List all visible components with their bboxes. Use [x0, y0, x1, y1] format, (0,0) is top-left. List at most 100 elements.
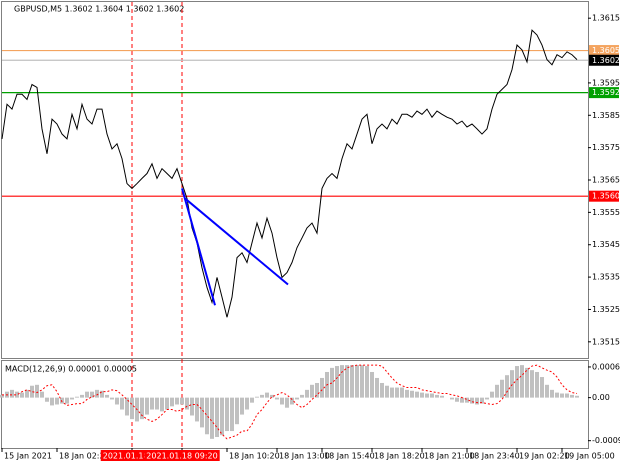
macd-bar	[145, 397, 149, 415]
macd-bar	[195, 397, 199, 422]
macd-bar	[200, 397, 204, 428]
macd-bar	[30, 385, 34, 398]
macd-title: MACD(12,26,9) 0.00001 0.00005	[5, 365, 137, 374]
macd-bar	[395, 387, 399, 398]
macd-bar	[420, 392, 424, 398]
macd-bar	[545, 384, 549, 398]
macd-bar	[10, 389, 14, 398]
macd-bar	[260, 394, 264, 398]
macd-bar	[90, 391, 94, 398]
macd-bar	[400, 387, 404, 398]
level-label: 1.3605	[592, 46, 620, 55]
macd-bar	[95, 389, 99, 398]
y-tick-label: 1.3575	[592, 143, 620, 152]
macd-bar	[65, 397, 69, 404]
x-tick-label: 19 Jan 02:20	[519, 452, 570, 461]
x-tick-label: 19 Jan 05:00	[564, 452, 615, 461]
macd-bar	[105, 394, 109, 398]
macd-bar	[25, 389, 29, 398]
trendline	[181, 188, 216, 306]
level-label: 1.3592	[592, 88, 620, 97]
macd-bar	[215, 397, 219, 438]
macd-bar	[375, 377, 379, 398]
macd-bar	[350, 365, 354, 398]
macd-bar	[410, 390, 414, 398]
macd-bar	[495, 384, 499, 398]
macd-bar	[345, 365, 349, 398]
macd-bar	[330, 367, 334, 398]
y-tick-label: 1.3555	[592, 208, 620, 217]
y-tick-label: 1.3525	[592, 305, 620, 314]
macd-bar	[535, 371, 539, 398]
y-tick-label: -0.00094	[592, 436, 620, 445]
macd-bar	[55, 397, 59, 405]
macd-bar	[430, 393, 434, 398]
macd-bar	[270, 394, 274, 398]
y-tick-label: 1.3585	[592, 111, 620, 120]
level-box	[589, 190, 619, 202]
macd-bar	[520, 365, 524, 398]
macd-bar	[380, 382, 384, 398]
macd-bar	[175, 397, 179, 405]
y-tick-label: 1.3595	[592, 78, 620, 87]
macd-bar	[360, 365, 364, 398]
macd-bar	[45, 397, 49, 402]
x-tick-label: 18 Jan 13:00	[279, 452, 330, 461]
macd-bar	[385, 385, 389, 398]
macd-bar	[190, 397, 194, 416]
y-tick-label: 1.3515	[592, 337, 620, 346]
x-tick-label: 18 Jan 18:20	[374, 452, 425, 461]
level-box	[589, 54, 619, 66]
macd-bar	[275, 397, 279, 400]
macd-bar	[500, 379, 504, 398]
x-tick-label: 18 Jan 15:40	[324, 452, 375, 461]
macd-bar	[490, 391, 494, 398]
macd-bar	[525, 367, 529, 398]
macd-bar	[405, 389, 409, 398]
macd-bar	[0, 394, 4, 398]
macd-bar	[85, 391, 89, 398]
macd-bar	[320, 377, 324, 398]
macd-bar	[290, 397, 294, 405]
macd-bar	[370, 371, 374, 398]
level-label: 1.3602	[592, 56, 620, 65]
macd-bar	[570, 394, 574, 398]
macd-bar	[575, 395, 579, 398]
macd-panel	[1, 360, 589, 449]
macd-bar	[20, 392, 24, 398]
x-tick-label: 2021.01.18 06	[103, 452, 162, 461]
y-tick-label: 1.3535	[592, 273, 620, 282]
y-tick-label: 1.3615	[592, 14, 620, 23]
x-tick-label: 18 Jan 21:00	[424, 452, 475, 461]
macd-bar	[565, 393, 569, 398]
macd-bar	[130, 397, 134, 420]
macd-bar	[15, 391, 19, 398]
macd-bar	[125, 397, 129, 416]
macd-bar	[555, 392, 559, 398]
macd-bar	[305, 389, 309, 398]
trendline	[184, 197, 289, 286]
macd-bar	[340, 365, 344, 398]
x-label-box	[100, 450, 164, 461]
macd-bar	[435, 394, 439, 398]
macd-bar	[240, 397, 244, 415]
x-tick-label: 18 Jan 10:20	[229, 452, 280, 461]
macd-bar	[220, 397, 224, 436]
price-line	[1, 29, 578, 318]
macd-bar	[115, 397, 119, 405]
macd-bar	[310, 384, 314, 398]
x-label-box	[144, 450, 220, 461]
macd-bar	[235, 397, 239, 425]
macd-bar	[475, 397, 479, 405]
macd-bar	[155, 397, 159, 410]
x-tick-label: 15 Jan 2021	[4, 452, 52, 461]
macd-bar	[230, 397, 234, 432]
y-tick-label: 1.3565	[592, 176, 620, 185]
y-tick-label: 0.00067	[592, 362, 620, 371]
macd-bar	[225, 397, 229, 432]
level-label: 1.3560	[592, 192, 620, 201]
macd-bar	[285, 397, 289, 408]
macd-bar	[265, 392, 269, 398]
macd-bar	[160, 397, 164, 412]
macd-bar	[415, 391, 419, 398]
